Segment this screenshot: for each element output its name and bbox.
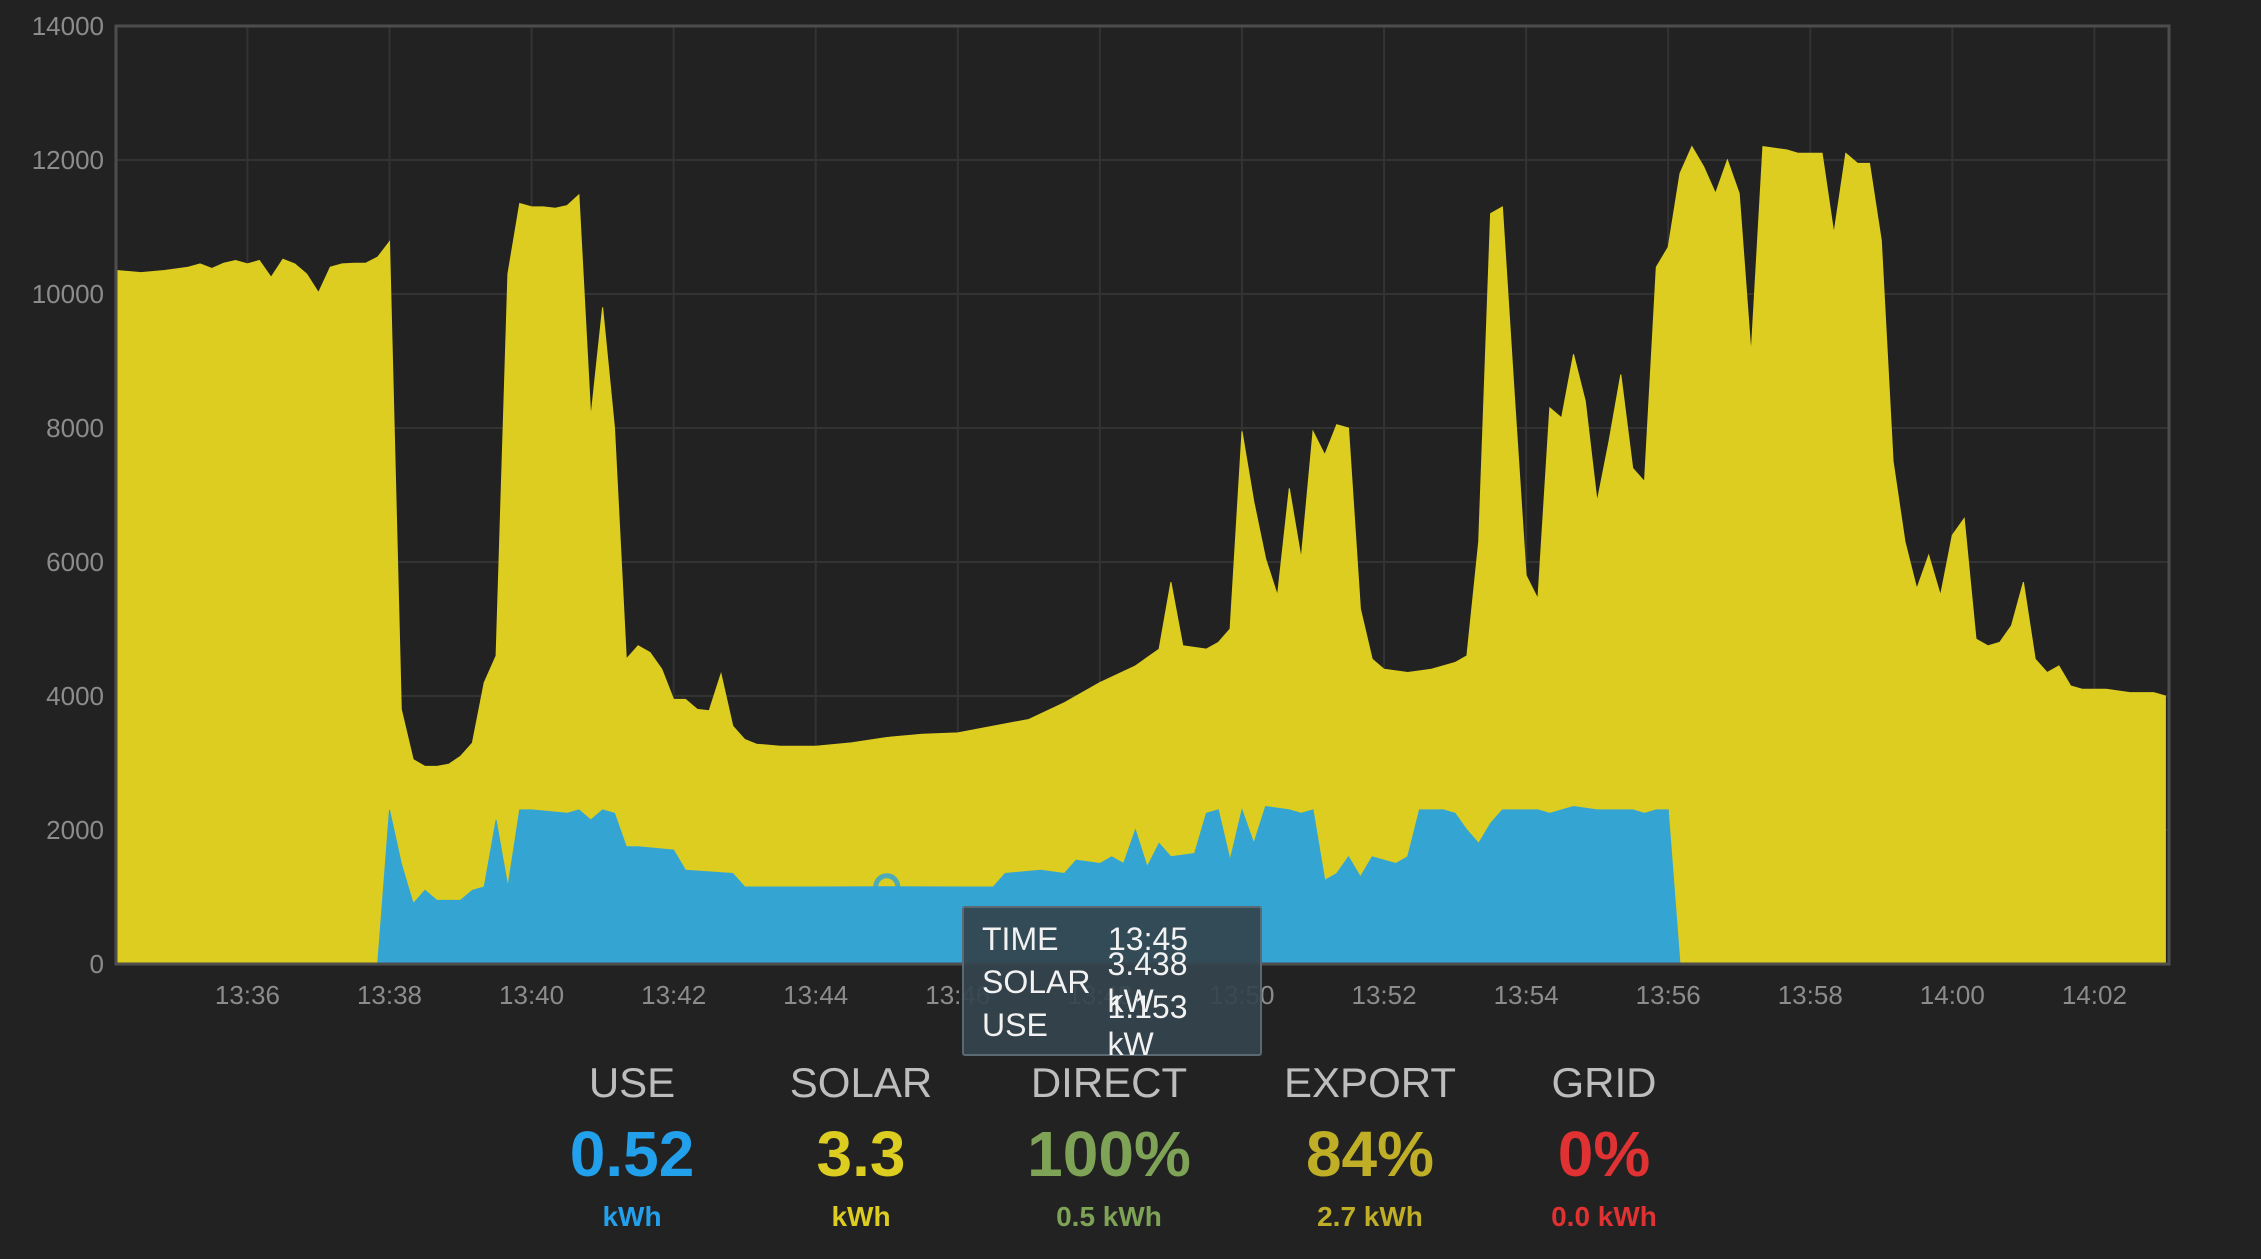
y-tick-label: 10000 xyxy=(32,279,104,309)
y-tick-label: 4000 xyxy=(46,681,104,711)
hover-point-marker xyxy=(873,873,901,901)
energy-area-chart[interactable]: 0 2000 4000 6000 8000 10000 12000 14000 13:36 13… xyxy=(0,0,2261,1040)
x-tick-label: 13:44 xyxy=(783,980,848,1010)
stat-value: 0.52 xyxy=(569,1118,695,1190)
tooltip-row-time: TIME 13:45 xyxy=(982,918,1242,961)
y-tick-label: 0 xyxy=(90,949,104,979)
stat-unit: 2.7 kWh xyxy=(1317,1201,1423,1232)
stat-label: GRID xyxy=(1551,1059,1657,1106)
area-series-use xyxy=(117,805,2166,965)
y-axis: 0 2000 4000 6000 8000 10000 12000 14000 xyxy=(32,11,104,979)
x-tick-label: 14:00 xyxy=(1920,980,1985,1010)
tooltip-key: USE xyxy=(982,1007,1048,1043)
stat-label: DIRECT xyxy=(1030,1059,1188,1106)
x-tick-label: 13:40 xyxy=(499,980,564,1010)
stat-direct: DIRECT 100% 0.5 kWh xyxy=(999,1055,1219,1237)
stat-solar: SOLAR 3.3 kWh xyxy=(751,1055,971,1237)
y-tick-label: 2000 xyxy=(46,815,104,845)
stat-value: 3.3 xyxy=(816,1118,906,1190)
y-tick-label: 6000 xyxy=(46,547,104,577)
x-tick-label: 13:54 xyxy=(1494,980,1559,1010)
y-tick-label: 12000 xyxy=(32,145,104,175)
tooltip-key: SOLAR xyxy=(982,964,1091,1000)
tooltip-key: TIME xyxy=(982,921,1059,957)
stat-unit: 0.0 kWh xyxy=(1551,1201,1657,1232)
x-tick-label: 13:56 xyxy=(1636,980,1701,1010)
chart-tooltip: TIME 13:45 SOLAR 3.438 kW USE 1.153 kW xyxy=(962,906,1262,1062)
x-tick-label: 13:36 xyxy=(215,980,280,1010)
stat-label: SOLAR xyxy=(789,1059,933,1106)
x-tick-label: 13:52 xyxy=(1351,980,1416,1010)
x-tick-label: 14:02 xyxy=(2062,980,2127,1010)
stat-value: 0% xyxy=(1557,1118,1651,1190)
tooltip-row-solar: SOLAR 3.438 kW xyxy=(982,946,1242,1019)
stat-label: USE xyxy=(588,1059,676,1106)
tooltip-value: 13:45 xyxy=(1108,921,1189,957)
summary-stats: USE 0.52 kWh SOLAR 3.3 kWh DIRECT 100% 0… xyxy=(0,1055,2261,1259)
stat-value: 100% xyxy=(1027,1118,1191,1190)
tooltip-row-use: USE 1.153 kW xyxy=(982,989,1242,1062)
stat-label: EXPORT xyxy=(1284,1059,1456,1106)
stat-unit: kWh xyxy=(831,1201,891,1232)
stat-value: 84% xyxy=(1305,1118,1435,1190)
chart-series xyxy=(116,145,2166,965)
stat-export: EXPORT 84% 2.7 kWh xyxy=(1260,1055,1480,1237)
x-tick-label: 13:42 xyxy=(641,980,706,1010)
stat-unit: 0.5 kWh xyxy=(1056,1201,1162,1232)
tooltip-value: 3.438 kW xyxy=(1107,945,1188,1019)
y-tick-label: 8000 xyxy=(46,413,104,443)
stat-grid: GRID 0% 0.0 kWh xyxy=(1494,1055,1714,1237)
stat-use: USE 0.52 kWh xyxy=(522,1055,742,1237)
x-tick-label: 13:58 xyxy=(1778,980,1843,1010)
x-tick-label: 13:38 xyxy=(357,980,422,1010)
tooltip-value: 1.153 kW xyxy=(1107,988,1188,1062)
area-series-solar xyxy=(116,145,2166,965)
y-tick-label: 14000 xyxy=(32,11,104,41)
stat-unit: kWh xyxy=(602,1201,662,1232)
